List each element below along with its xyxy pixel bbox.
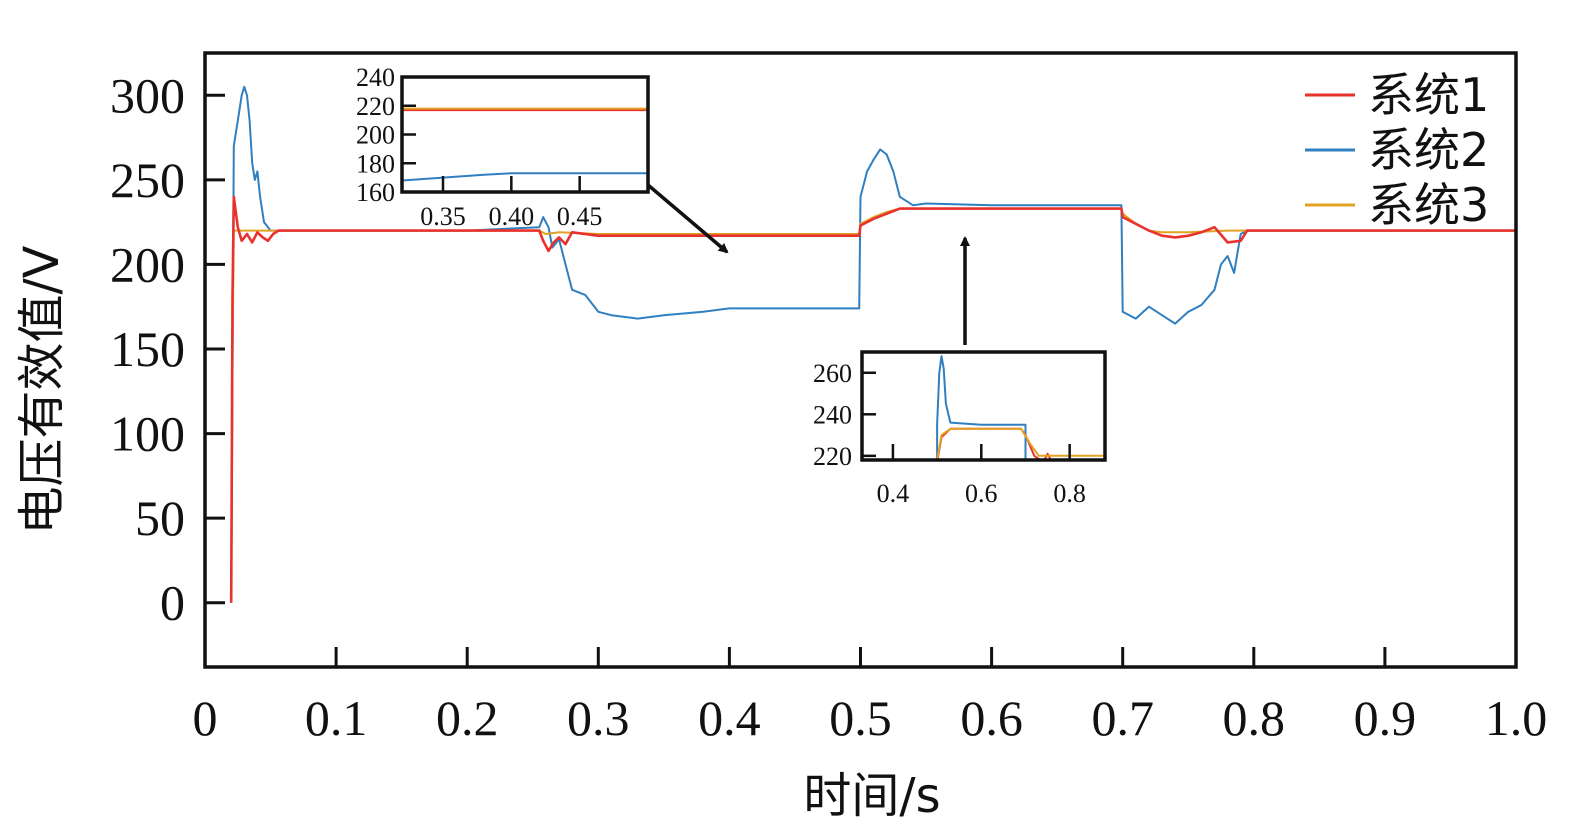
series-line-1 bbox=[229, 195, 1516, 603]
inset-y-tick-label: 220 bbox=[356, 92, 395, 121]
inset-y-tick-label: 240 bbox=[813, 400, 852, 429]
x-tick-label: 0.6 bbox=[960, 690, 1023, 746]
inset-y-tick-label: 200 bbox=[356, 121, 395, 150]
inset-frame bbox=[860, 350, 1107, 462]
inset-zoom-0-4-to-0-8: 0.4 0.6 0.8 220 240 260 bbox=[813, 350, 1107, 508]
legend-label-3: 系统3 bbox=[1368, 178, 1489, 232]
inset-x-tick-label: 0.6 bbox=[965, 479, 998, 508]
y-tick-label: 150 bbox=[110, 321, 185, 377]
inset-x-tick-label: 0.8 bbox=[1053, 479, 1086, 508]
inset-series-line bbox=[862, 427, 1105, 460]
inset-background bbox=[402, 77, 648, 192]
inset-x-tick-label: 0.35 bbox=[420, 202, 466, 231]
main-series-group bbox=[229, 85, 1516, 603]
x-tick-label: 0 bbox=[193, 690, 218, 746]
inset-y-tick-label: 220 bbox=[813, 442, 852, 471]
x-tick-label: 0.4 bbox=[698, 690, 761, 746]
x-tick-label: 0.2 bbox=[436, 690, 499, 746]
y-tick-label: 250 bbox=[110, 152, 185, 208]
y-tick-label: 50 bbox=[135, 490, 185, 546]
x-tick-label: 0.3 bbox=[567, 690, 630, 746]
inset-x-tick-label: 0.4 bbox=[877, 479, 910, 508]
x-tick-label: 0.8 bbox=[1223, 690, 1286, 746]
y-axis-title: 电压有效值/V bbox=[14, 245, 70, 534]
x-tick-label: 1.0 bbox=[1485, 690, 1548, 746]
inset-series-line bbox=[862, 355, 1105, 460]
x-tick-label: 0.7 bbox=[1091, 690, 1154, 746]
x-axis-title: 时间/s bbox=[803, 768, 940, 824]
inset-1-arrow bbox=[646, 183, 729, 254]
main-axes-ticks: 0 0.1 0.2 0.3 0.4 0.5 0.6 0.7 0.8 0.9 1.0 0 50 100 150… bbox=[110, 67, 1547, 746]
main-plot-frame bbox=[203, 51, 1518, 669]
inset-series-group bbox=[402, 107, 648, 182]
legend-label-1: 系统1 bbox=[1368, 68, 1489, 122]
inset-y-tick-label: 240 bbox=[356, 63, 395, 92]
inset-series-group bbox=[862, 355, 1105, 460]
y-tick-label: 0 bbox=[160, 575, 185, 631]
inset-background bbox=[862, 352, 1105, 460]
inset-y-tick-label: 180 bbox=[356, 149, 395, 178]
x-tick-label: 0.9 bbox=[1354, 690, 1417, 746]
inset-series-line bbox=[402, 172, 648, 182]
x-tick-label: 0.1 bbox=[305, 690, 368, 746]
inset-frame bbox=[400, 75, 650, 194]
inset-y-tick-label: 260 bbox=[813, 359, 852, 388]
y-tick-label: 100 bbox=[110, 406, 185, 462]
x-tick-label: 0.5 bbox=[829, 690, 892, 746]
inset-x-tick-label: 0.45 bbox=[557, 202, 603, 231]
inset-x-tick-label: 0.40 bbox=[489, 202, 535, 231]
inset-y-tick-label: 160 bbox=[356, 178, 395, 207]
legend-label-2: 系统2 bbox=[1368, 123, 1489, 177]
y-tick-label: 200 bbox=[110, 236, 185, 292]
series-line-2 bbox=[230, 85, 1516, 603]
y-tick-label: 300 bbox=[110, 67, 185, 123]
